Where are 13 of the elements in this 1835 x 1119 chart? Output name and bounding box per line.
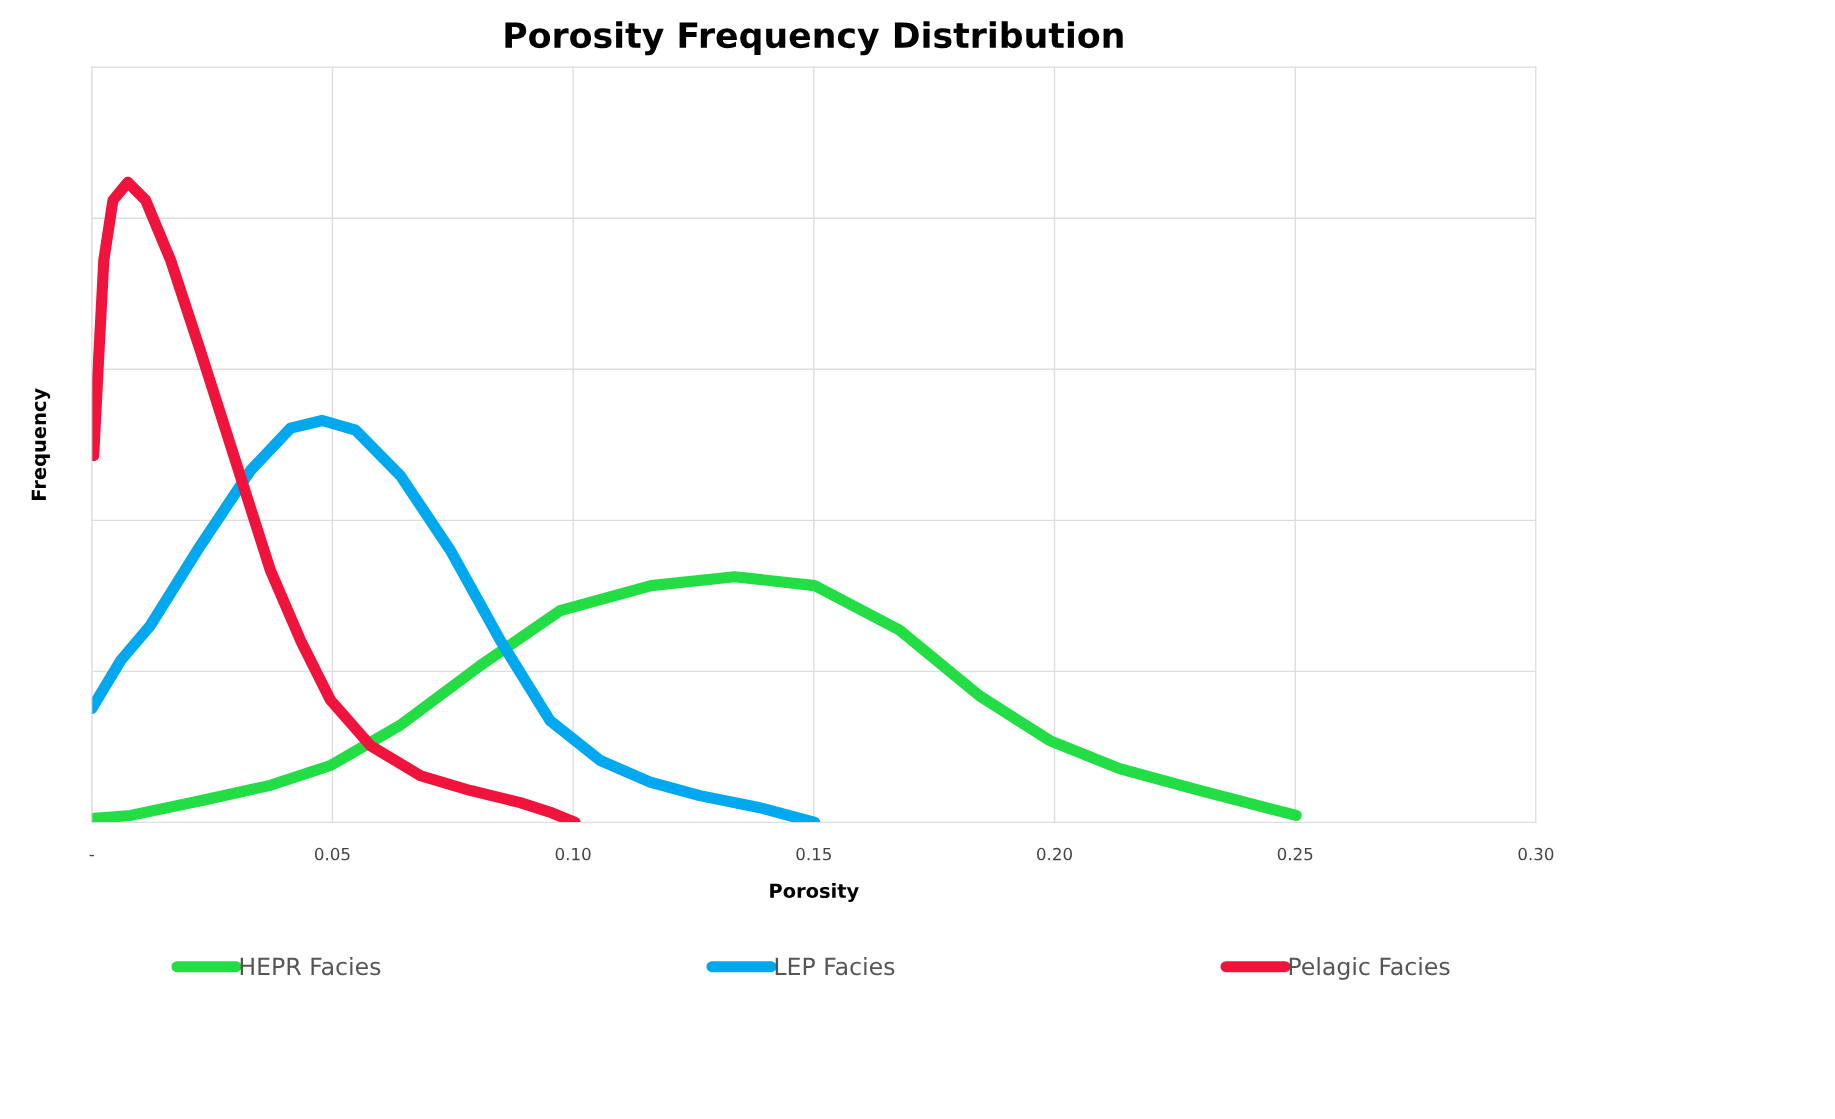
- legend-label: LEP Facies: [775, 957, 895, 976]
- x-tick-label: -: [89, 854, 94, 857]
- x-axis-title: Porosity: [770, 883, 859, 903]
- x-tick-label: 0.25: [1277, 847, 1313, 861]
- x-tick-label: 0.05: [314, 847, 350, 861]
- legend-label: Pelagic Facies: [1289, 957, 1450, 980]
- legend-label: HEPR Facies: [240, 957, 381, 976]
- x-tick-label: 0.20: [1037, 847, 1072, 861]
- x-tick-label: 0.10: [555, 847, 591, 861]
- y-axis-title: Frequency: [31, 388, 51, 500]
- x-tick-label: 0.15: [796, 847, 831, 861]
- x-tick-label: 0.30: [1518, 847, 1554, 861]
- chart-title: Porosity Frequency Distribution: [505, 21, 1123, 56]
